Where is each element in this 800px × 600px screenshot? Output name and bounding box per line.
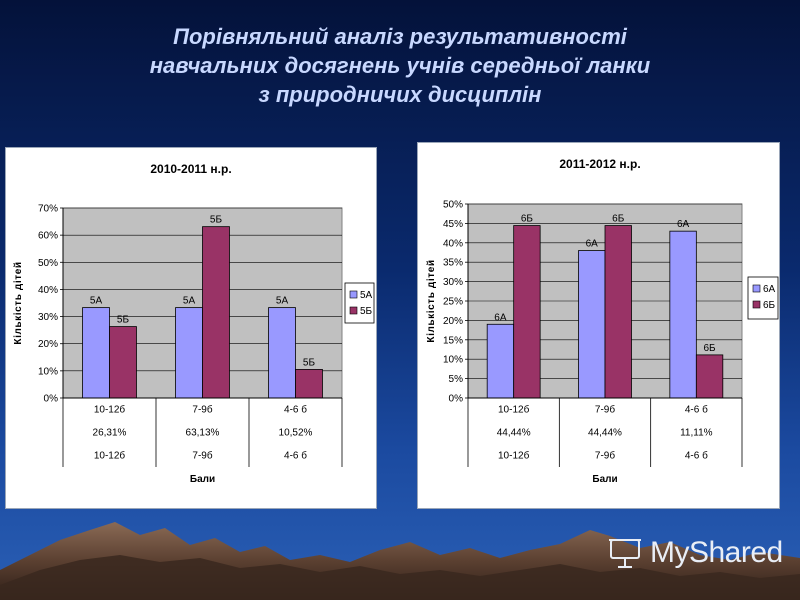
legend-label: 5А: [360, 290, 373, 301]
legend-box: [344, 282, 375, 324]
legend-swatch-5А: [349, 290, 358, 299]
data-label: 6Б: [521, 214, 534, 225]
y-tick-label: 10%: [443, 355, 463, 366]
legend-swatch-6А: [752, 284, 761, 293]
chart-2011-2012: 2011-2012 н.р. 0% 5% 10% 15% 20% 25% 30% 35% 40% 4…: [426, 157, 779, 485]
bar-5Б-2: [295, 369, 323, 399]
y-tick-label: 40%: [443, 238, 463, 249]
data-label: 5Б: [303, 357, 316, 368]
table-cell: 63,13%: [186, 427, 220, 438]
table-cell: 11,11%: [680, 427, 713, 438]
table-cell: 4-6 б: [284, 449, 307, 461]
y-tick-label: 35%: [443, 258, 463, 269]
y-axis-label: Кількість дітей: [426, 259, 437, 342]
chart-panel-2010-2011: 2010-2011 н.р. 0% 10% 20% 30% 40% 50% 60% 70% 5А 5…: [5, 147, 377, 509]
presentation-board-icon: [609, 539, 641, 568]
table-cell: 10,52%: [279, 427, 313, 438]
data-label: 6А: [586, 239, 599, 250]
bar-6Б-1: [604, 225, 632, 399]
slide-title: Порівняльний аналіз результативності нав…: [0, 22, 800, 109]
table-cell: 10-12б: [94, 449, 126, 461]
table-cell: 10-12б: [498, 449, 530, 461]
legend-label: 6Б: [763, 300, 776, 311]
chart-2010-2011: 2010-2011 н.р. 0% 10% 20% 30% 40% 50% 60% 70% 5А 5…: [13, 162, 375, 485]
table-cell: 26,31%: [93, 427, 127, 438]
bar-5А-0: [82, 307, 110, 399]
bar-5А-1: [175, 307, 203, 399]
table-cell: 44,44%: [497, 427, 531, 438]
y-axis-label: Кількість дітей: [13, 261, 24, 344]
data-label: 5Б: [117, 315, 130, 326]
slide-title-line-2: навчальних досягнень учнів середньої лан…: [149, 53, 651, 78]
bar-6Б-2: [695, 354, 724, 399]
mountains-decoration: [0, 522, 800, 600]
data-label: 5А: [90, 296, 103, 307]
table-cell: 4-6 б: [685, 449, 708, 461]
y-tick-label: 70%: [38, 204, 58, 215]
table-cell: 4-6 б: [685, 403, 708, 415]
y-tick-label: 50%: [443, 200, 463, 211]
y-tick-label: 40%: [38, 285, 58, 296]
y-tick-label: 60%: [38, 231, 58, 242]
chart-title: 2010-2011 н.р.: [150, 162, 231, 176]
y-tick-label: 30%: [38, 312, 58, 323]
y-tick-label: 5%: [449, 374, 464, 385]
legend-label: 5Б: [360, 306, 373, 317]
data-label: 5А: [276, 296, 289, 307]
y-tick-label: 0%: [449, 394, 464, 405]
y-tick-label: 20%: [443, 316, 463, 327]
slide-title-line-1: Порівняльний аналіз результативності: [173, 24, 627, 49]
bar-5А-2: [268, 307, 296, 399]
data-label: 6Б: [704, 343, 717, 354]
watermark-text: MyShared: [650, 536, 783, 569]
y-tick-label: 0%: [44, 394, 59, 405]
data-label: 6А: [677, 219, 690, 230]
x-axis-label: Бали: [592, 474, 617, 485]
table-cell: 4-6 б: [284, 403, 307, 415]
legend-swatch-5Б: [349, 306, 358, 315]
table-cell: 7-9б: [595, 403, 615, 415]
chart-title: 2011-2012 н.р.: [559, 157, 640, 171]
legend-box: [747, 276, 779, 320]
data-label: 6Б: [612, 214, 625, 225]
legend-swatch-6Б: [752, 300, 761, 309]
bar-5Б-0: [109, 326, 137, 399]
slide-title-line-3: з природничих дисциплін: [258, 82, 542, 107]
bar-6Б-0: [513, 225, 541, 399]
y-tick-label: 30%: [443, 277, 463, 288]
table-cell: 7-9б: [192, 403, 212, 415]
y-tick-label: 45%: [443, 219, 463, 230]
y-tick-label: 25%: [443, 297, 463, 308]
bar-5Б-1: [202, 226, 230, 399]
bar-6А-0: [486, 323, 515, 399]
data-label: 5Б: [210, 215, 223, 226]
data-label: 5А: [183, 296, 196, 307]
y-tick-label: 20%: [38, 339, 58, 350]
bar-6А-1: [578, 250, 606, 399]
myshared-watermark: MyShared: [608, 536, 783, 570]
y-tick-label: 50%: [38, 258, 58, 269]
data-label: 6А: [494, 312, 507, 323]
table-cell: 10-12б: [498, 403, 530, 415]
table-cell: 44,44%: [588, 427, 622, 438]
table-cell: 7-9б: [595, 449, 615, 461]
x-axis-label: Бали: [190, 474, 215, 485]
y-tick-label: 10%: [38, 366, 58, 377]
table-cell: 10-12б: [94, 403, 126, 415]
legend-label: 6А: [763, 284, 776, 295]
table-cell: 7-9б: [192, 449, 212, 461]
y-tick-label: 15%: [443, 335, 463, 346]
bar-6А-2: [669, 230, 697, 399]
chart-panel-2011-2012: 2011-2012 н.р. 0% 5% 10% 15% 20% 25% 30% 35% 40% 4…: [417, 142, 780, 509]
